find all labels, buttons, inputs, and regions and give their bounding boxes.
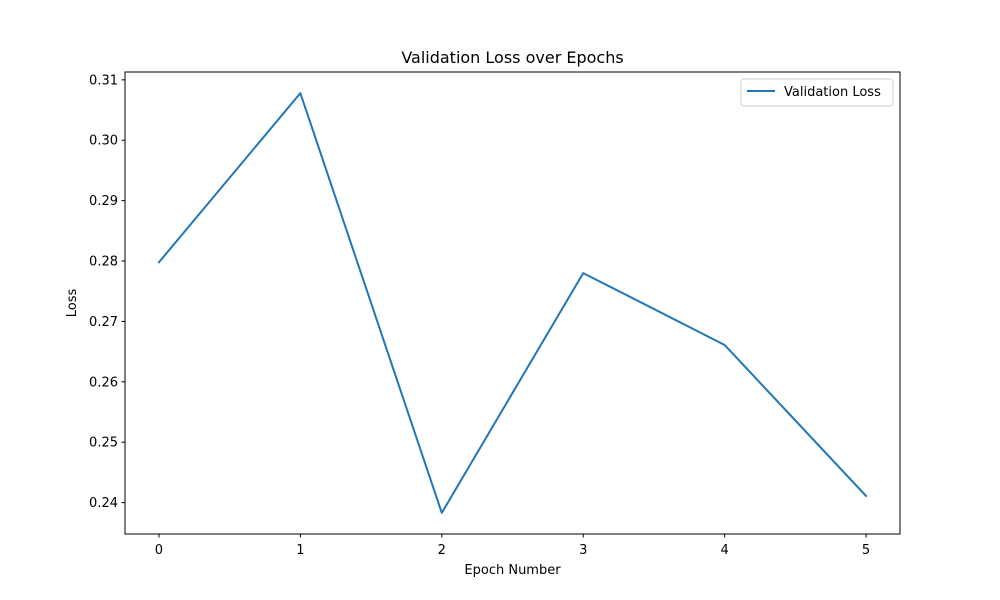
y-tick-label: 0.29 — [89, 194, 118, 209]
y-tick-label: 0.31 — [89, 73, 118, 88]
y-tick-label: 0.27 — [89, 315, 118, 330]
legend: Validation Loss — [740, 78, 894, 107]
y-tick-label: 0.24 — [89, 496, 118, 511]
legend-box — [740, 78, 894, 107]
x-tick-label: 1 — [296, 543, 304, 558]
x-tick-label: 0 — [155, 543, 163, 558]
x-tick-label: 5 — [862, 543, 870, 558]
series-line-validation-loss — [157, 92, 868, 514]
legend-label: Validation Loss — [784, 85, 881, 100]
series-layer — [157, 92, 868, 514]
y-tick-label: 0.25 — [89, 436, 118, 451]
x-axis-title: Epoch Number — [464, 563, 561, 578]
y-tick-label: 0.30 — [89, 134, 118, 149]
x-tick-label: 2 — [438, 543, 446, 558]
x-tick-label: 4 — [720, 543, 728, 558]
plot-area-frame — [124, 71, 901, 535]
y-axis-title: Loss — [65, 289, 80, 318]
y-tick-label: 0.26 — [89, 375, 118, 390]
y-tick-label: 0.28 — [89, 255, 118, 270]
x-axis-ticks: 0 1 2 3 4 5 — [155, 534, 870, 558]
y-axis-ticks: 0.24 0.25 0.26 0.27 0.28 0.29 0.30 0.31 — [89, 73, 125, 511]
x-tick-label: 3 — [579, 543, 587, 558]
chart-title: Validation Loss over Epochs — [401, 48, 623, 67]
